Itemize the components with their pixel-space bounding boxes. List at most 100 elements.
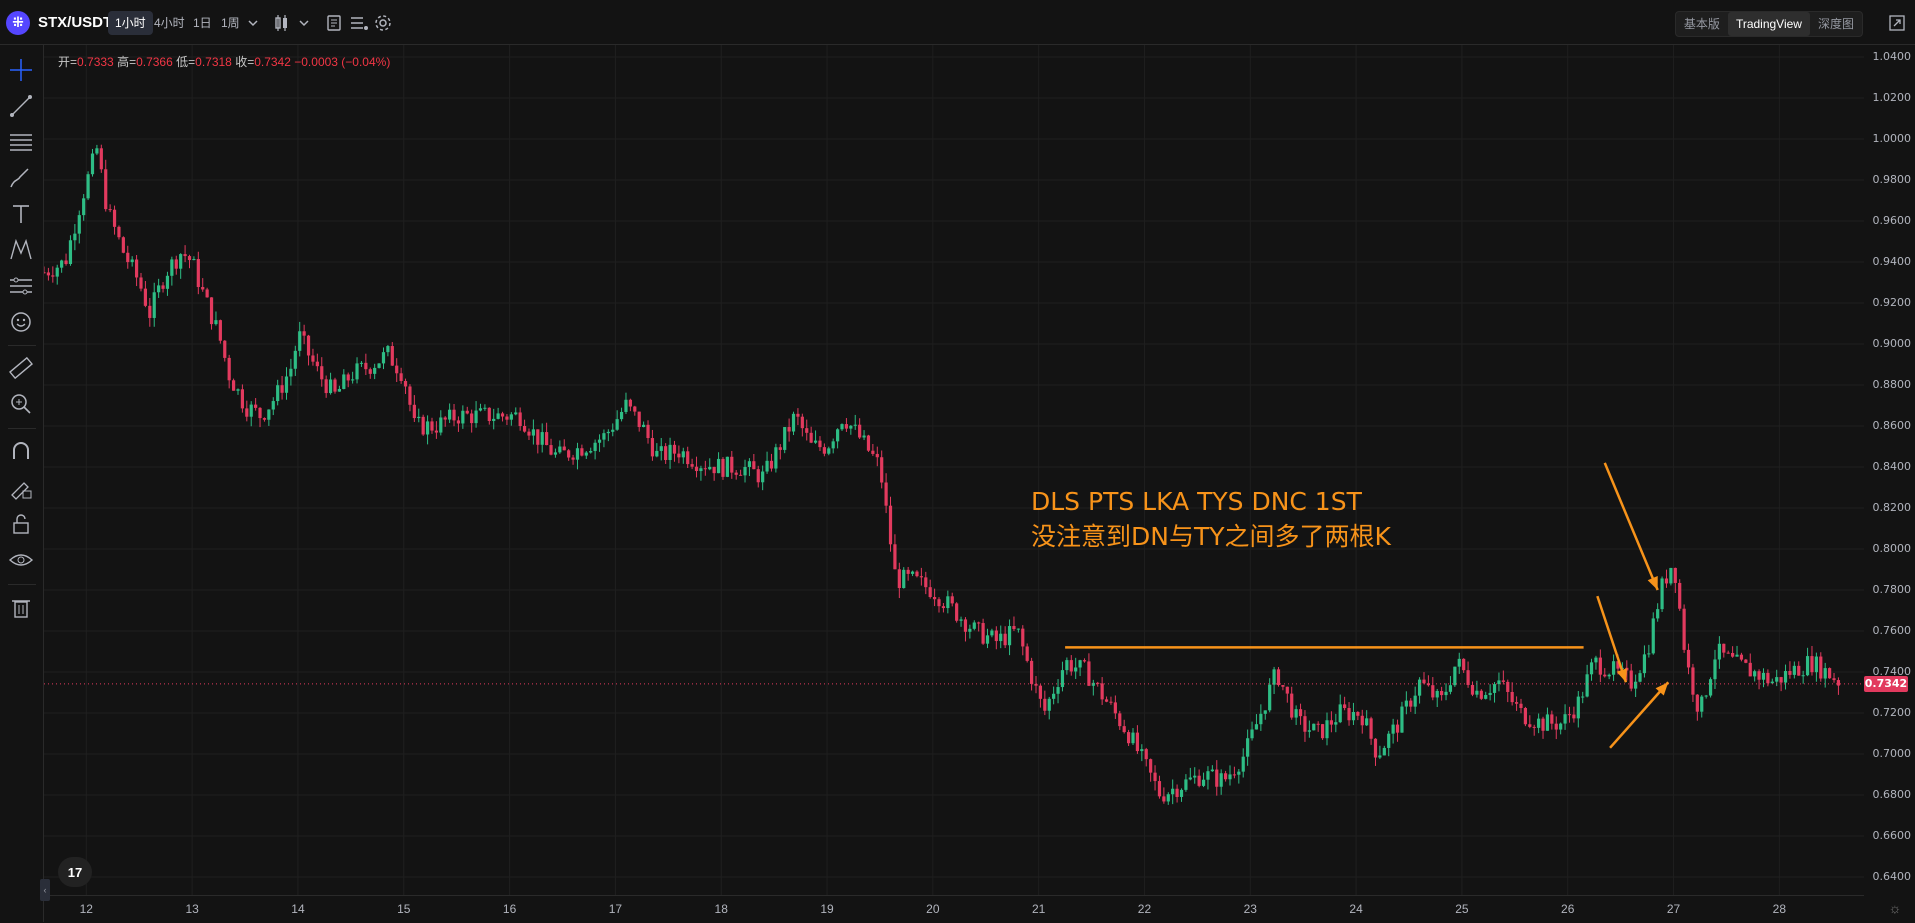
candle-body — [730, 456, 734, 473]
chart-annotation-text[interactable]: DLS PTS LKA TYS DNC 1ST 没注意到DN与TY之间多了两根K — [1031, 484, 1391, 554]
forecast-icon[interactable] — [8, 273, 34, 299]
candle-body — [1140, 749, 1144, 752]
view-tradingview-tab[interactable]: TradingView — [1727, 12, 1810, 36]
candle-body — [1462, 658, 1466, 671]
arrow-drawing[interactable] — [1609, 681, 1670, 749]
candle-body — [1514, 702, 1519, 704]
ruler-icon[interactable] — [8, 355, 34, 381]
candle-body — [562, 446, 566, 451]
candle-body — [597, 439, 602, 443]
candle-body — [152, 292, 156, 318]
candle-body — [139, 277, 143, 289]
price-tick-label: 1.0200 — [1872, 91, 1912, 104]
interval-1w-button[interactable]: 1周 — [221, 16, 240, 30]
candle-body — [1691, 667, 1695, 695]
change-value: −0.0003 (−0.04%) — [294, 55, 391, 69]
candle-body — [1197, 775, 1201, 786]
candle-body — [1025, 646, 1029, 661]
zoom-in-icon[interactable] — [8, 391, 34, 417]
candle-body — [1193, 775, 1197, 778]
crosshair-icon[interactable] — [8, 57, 34, 83]
axis-settings-icon[interactable]: ☼ — [1888, 900, 1902, 916]
candle-body — [933, 597, 937, 600]
indicators-icon[interactable] — [323, 12, 345, 34]
emoji-icon[interactable] — [8, 309, 34, 335]
chart-type-dropdown-icon[interactable] — [293, 12, 315, 34]
candle-body — [1360, 715, 1364, 726]
candle-body — [655, 450, 659, 457]
candle-body — [262, 418, 267, 420]
fullscreen-icon[interactable] — [1886, 12, 1908, 34]
arrow-drawing[interactable] — [1603, 462, 1659, 591]
candle-body — [328, 379, 333, 394]
candle-body — [324, 379, 328, 394]
arrow-drawing[interactable] — [1596, 595, 1628, 683]
candle-body — [853, 424, 857, 426]
candle-body — [813, 440, 818, 443]
candle-body — [1744, 659, 1748, 663]
view-basic-tab[interactable]: 基本版 — [1683, 17, 1720, 31]
unlock-icon[interactable] — [8, 511, 34, 537]
candle-body — [1576, 696, 1580, 719]
candle-body — [1523, 707, 1527, 725]
candle-body — [1722, 643, 1726, 653]
price-tick-label: 0.6400 — [1872, 870, 1912, 883]
candle-body — [1537, 718, 1541, 728]
candle-body — [1761, 672, 1766, 680]
candle-body — [1109, 701, 1113, 703]
time-tick-label: 28 — [1772, 902, 1787, 916]
candle-body — [337, 388, 341, 392]
trash-icon[interactable] — [8, 594, 34, 620]
candle-body — [1312, 723, 1316, 731]
fib-lines-icon[interactable] — [8, 129, 34, 155]
candle-body — [126, 252, 130, 263]
candle-body — [218, 320, 222, 341]
candle-body — [739, 474, 743, 476]
candle-body — [553, 452, 558, 455]
candle-body — [99, 148, 103, 170]
text-icon[interactable] — [8, 201, 34, 227]
collapse-toolbar-button[interactable]: ‹ — [40, 879, 50, 901]
candle-body — [289, 368, 293, 377]
candle-body — [805, 428, 809, 433]
settings-gear-icon[interactable] — [372, 12, 394, 34]
user-drawings[interactable] — [44, 462, 1864, 749]
price-axis[interactable]: 1.0400 1.0200 1.0000 0.9800 0.9600 0.9400 0.92… — [1864, 45, 1915, 895]
interval-1d-button[interactable]: 1日 — [193, 16, 212, 30]
chart-grid — [44, 45, 1864, 895]
candle-body — [1611, 661, 1616, 675]
view-depth-tab[interactable]: 深度图 — [1817, 17, 1854, 31]
candle-body — [1783, 671, 1788, 683]
candle-body — [615, 419, 619, 430]
candle-body — [946, 596, 950, 609]
trend-line-icon[interactable] — [8, 93, 34, 119]
candle-body — [716, 458, 721, 474]
tradingview-logo[interactable]: 17 — [58, 857, 92, 887]
candle-body — [1334, 722, 1338, 725]
candle-body — [1532, 726, 1536, 728]
time-tick-label: 18 — [714, 902, 728, 916]
annotation-line-2: 没注意到DN与TY之间多了两根K — [1031, 522, 1391, 551]
candle-body — [95, 148, 99, 154]
pattern-icon[interactable] — [8, 237, 34, 263]
candle-type-icon[interactable] — [271, 12, 293, 34]
candle-body — [584, 452, 588, 456]
magnet-icon[interactable] — [8, 439, 34, 465]
templates-icon[interactable] — [347, 12, 369, 34]
candle-body — [1215, 769, 1219, 787]
interval-dropdown-icon[interactable] — [242, 12, 264, 34]
candle-body — [1788, 671, 1792, 675]
candle-body — [1184, 779, 1188, 790]
symbol-selector[interactable]: ⁜ STX/USDT — [6, 0, 112, 45]
eye-icon[interactable] — [8, 547, 34, 573]
candle-body — [1731, 652, 1735, 657]
interval-4h-button[interactable]: 4小时 — [154, 16, 185, 30]
brush-icon[interactable] — [8, 165, 34, 191]
candle-body — [192, 259, 196, 261]
lock-drawing-icon[interactable] — [8, 475, 34, 501]
time-axis[interactable]: 12 13 14 15 16 17 18 19 20 21 22 23 24 25 26 27 28 — [44, 895, 1864, 923]
candle-body — [761, 471, 765, 483]
price-chart[interactable] — [44, 45, 1864, 895]
candle-body — [567, 450, 571, 458]
interval-1h-button[interactable]: 1小时 — [108, 11, 153, 35]
